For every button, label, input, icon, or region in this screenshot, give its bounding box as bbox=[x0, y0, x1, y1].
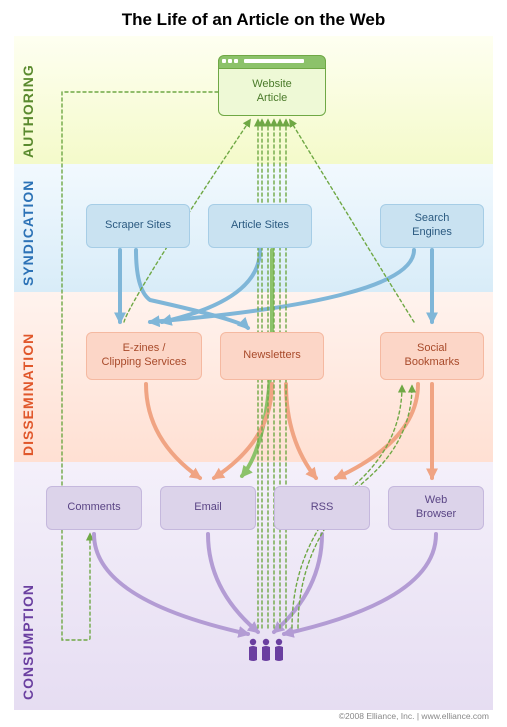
node-social-bookmarks: SocialBookmarks bbox=[380, 332, 484, 380]
diagram-title: The Life of an Article on the Web bbox=[0, 10, 507, 30]
layer-label-consumption: CONSUMPTION bbox=[20, 584, 36, 700]
node-comments: Comments bbox=[46, 486, 142, 530]
layer-label-syndication: SYNDICATION bbox=[20, 180, 36, 286]
website-article-chrome-dots bbox=[222, 59, 304, 63]
node-website-article: WebsiteArticle bbox=[218, 68, 326, 116]
node-article-sites: Article Sites bbox=[208, 204, 312, 248]
people-icon bbox=[247, 638, 285, 662]
node-web-browser: WebBrowser bbox=[388, 486, 484, 530]
node-scraper-sites: Scraper Sites bbox=[86, 204, 190, 248]
layer-label-dissemination: DISSEMINATION bbox=[20, 333, 36, 456]
node-ezines: E-zines /Clipping Services bbox=[86, 332, 202, 380]
layer-label-authoring: AUTHORING bbox=[20, 64, 36, 158]
node-search-engines: SearchEngines bbox=[380, 204, 484, 248]
node-email: Email bbox=[160, 486, 256, 530]
node-newsletters: Newsletters bbox=[220, 332, 324, 380]
footer-text: ©2008 Elliance, Inc. | www.elliance.com bbox=[339, 711, 489, 721]
node-rss: RSS bbox=[274, 486, 370, 530]
